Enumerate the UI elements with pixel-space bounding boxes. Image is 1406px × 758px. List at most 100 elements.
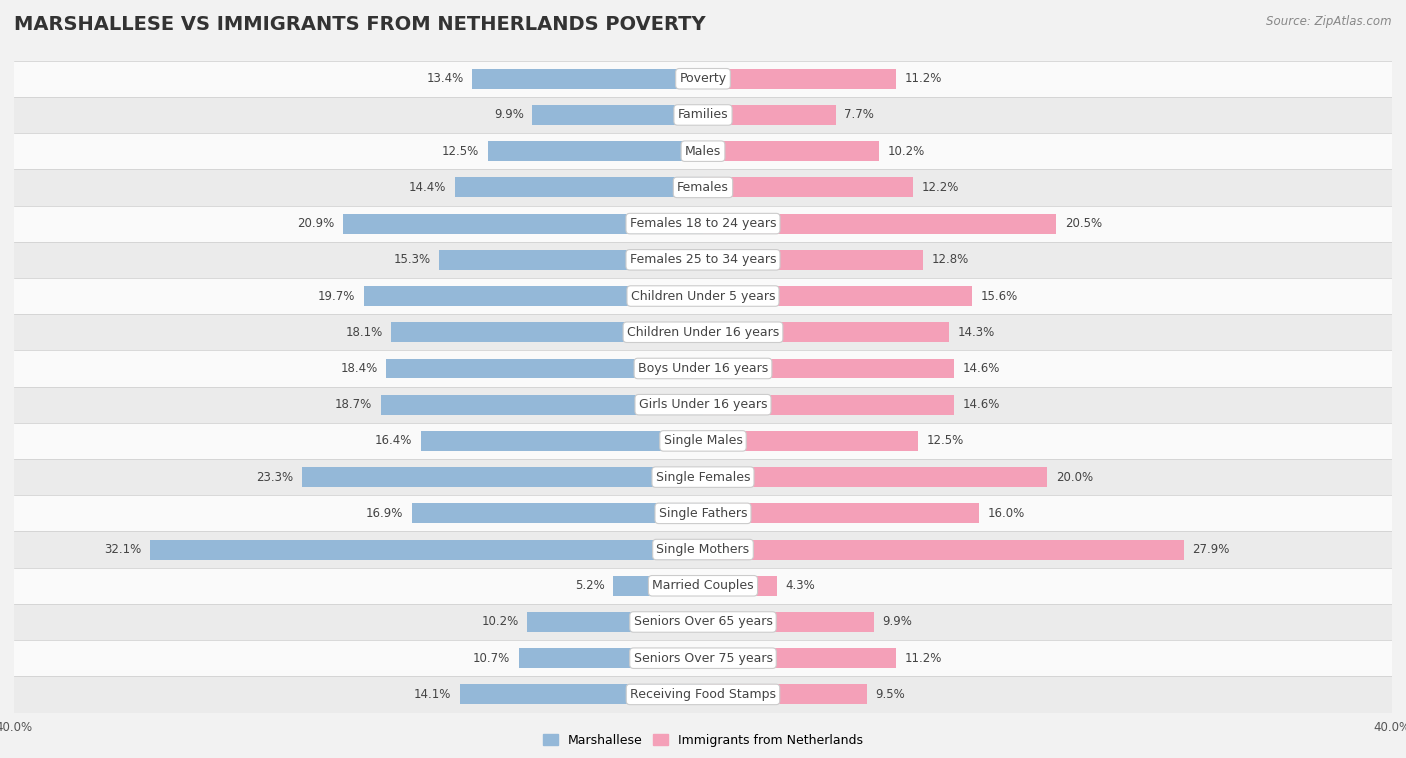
Bar <box>703 684 866 704</box>
Text: 14.6%: 14.6% <box>963 398 1001 411</box>
Bar <box>381 395 703 415</box>
Bar <box>703 467 1047 487</box>
Bar <box>533 105 703 125</box>
Text: 9.9%: 9.9% <box>882 615 912 628</box>
Bar <box>527 612 703 632</box>
Text: 18.4%: 18.4% <box>340 362 377 375</box>
Bar <box>703 359 955 378</box>
Bar <box>302 467 703 487</box>
Bar <box>703 648 896 668</box>
Bar <box>703 431 918 451</box>
Text: 16.4%: 16.4% <box>374 434 412 447</box>
Text: 18.7%: 18.7% <box>335 398 373 411</box>
Bar <box>613 576 703 596</box>
Bar <box>703 105 835 125</box>
Text: 14.3%: 14.3% <box>957 326 995 339</box>
Text: 11.2%: 11.2% <box>904 652 942 665</box>
Bar <box>703 612 873 632</box>
Text: 16.0%: 16.0% <box>987 507 1025 520</box>
Bar <box>14 61 1392 97</box>
Bar <box>420 431 703 451</box>
Text: Children Under 16 years: Children Under 16 years <box>627 326 779 339</box>
Text: 12.5%: 12.5% <box>927 434 965 447</box>
Text: Females: Females <box>678 181 728 194</box>
Text: 14.1%: 14.1% <box>415 688 451 701</box>
Text: 4.3%: 4.3% <box>786 579 815 592</box>
Text: 15.6%: 15.6% <box>980 290 1018 302</box>
Text: 19.7%: 19.7% <box>318 290 356 302</box>
Text: 20.0%: 20.0% <box>1056 471 1094 484</box>
Text: 12.5%: 12.5% <box>441 145 479 158</box>
Text: 9.5%: 9.5% <box>875 688 905 701</box>
Text: Married Couples: Married Couples <box>652 579 754 592</box>
Text: 5.2%: 5.2% <box>575 579 605 592</box>
Text: Receiving Food Stamps: Receiving Food Stamps <box>630 688 776 701</box>
Bar <box>14 568 1392 604</box>
Bar <box>364 286 703 306</box>
Text: 32.1%: 32.1% <box>104 543 142 556</box>
Text: Girls Under 16 years: Girls Under 16 years <box>638 398 768 411</box>
Bar <box>14 97 1392 133</box>
Text: Seniors Over 75 years: Seniors Over 75 years <box>634 652 772 665</box>
Text: 13.4%: 13.4% <box>426 72 464 85</box>
Text: 20.9%: 20.9% <box>297 217 335 230</box>
Bar <box>14 387 1392 423</box>
Text: Source: ZipAtlas.com: Source: ZipAtlas.com <box>1267 15 1392 28</box>
Bar <box>387 359 703 378</box>
Bar <box>14 278 1392 314</box>
Bar <box>703 214 1056 233</box>
Text: 14.6%: 14.6% <box>963 362 1001 375</box>
Bar <box>703 69 896 89</box>
Bar <box>703 322 949 342</box>
Bar <box>14 531 1392 568</box>
Bar <box>703 286 972 306</box>
Text: Single Mothers: Single Mothers <box>657 543 749 556</box>
Bar <box>703 503 979 523</box>
Bar <box>472 69 703 89</box>
Bar <box>14 169 1392 205</box>
Text: Poverty: Poverty <box>679 72 727 85</box>
Text: Males: Males <box>685 145 721 158</box>
Bar <box>14 205 1392 242</box>
Text: Females 25 to 34 years: Females 25 to 34 years <box>630 253 776 266</box>
Bar <box>14 133 1392 169</box>
Text: 16.9%: 16.9% <box>366 507 404 520</box>
Text: Seniors Over 65 years: Seniors Over 65 years <box>634 615 772 628</box>
Bar <box>343 214 703 233</box>
Bar <box>440 250 703 270</box>
Text: 23.3%: 23.3% <box>256 471 292 484</box>
Bar <box>14 350 1392 387</box>
Bar <box>14 604 1392 640</box>
Bar <box>460 684 703 704</box>
Legend: Marshallese, Immigrants from Netherlands: Marshallese, Immigrants from Netherlands <box>538 729 868 752</box>
Bar <box>456 177 703 197</box>
Bar <box>412 503 703 523</box>
Bar <box>703 250 924 270</box>
Bar <box>703 540 1184 559</box>
Text: 12.8%: 12.8% <box>932 253 969 266</box>
Text: 27.9%: 27.9% <box>1192 543 1229 556</box>
Text: Boys Under 16 years: Boys Under 16 years <box>638 362 768 375</box>
Bar <box>703 177 912 197</box>
Text: 12.2%: 12.2% <box>922 181 959 194</box>
Text: 18.1%: 18.1% <box>346 326 382 339</box>
Bar <box>14 676 1392 713</box>
Bar <box>391 322 703 342</box>
Bar <box>488 141 703 161</box>
Text: 14.4%: 14.4% <box>409 181 446 194</box>
Bar <box>703 576 778 596</box>
Text: Females 18 to 24 years: Females 18 to 24 years <box>630 217 776 230</box>
Text: Single Fathers: Single Fathers <box>659 507 747 520</box>
Bar <box>14 314 1392 350</box>
Bar <box>519 648 703 668</box>
Bar <box>14 423 1392 459</box>
Text: 10.2%: 10.2% <box>481 615 519 628</box>
Text: Single Females: Single Females <box>655 471 751 484</box>
Text: MARSHALLESE VS IMMIGRANTS FROM NETHERLANDS POVERTY: MARSHALLESE VS IMMIGRANTS FROM NETHERLAN… <box>14 15 706 34</box>
Bar <box>14 640 1392 676</box>
Bar <box>703 141 879 161</box>
Text: 9.9%: 9.9% <box>494 108 524 121</box>
Text: 20.5%: 20.5% <box>1064 217 1102 230</box>
Text: 15.3%: 15.3% <box>394 253 430 266</box>
Text: 11.2%: 11.2% <box>904 72 942 85</box>
